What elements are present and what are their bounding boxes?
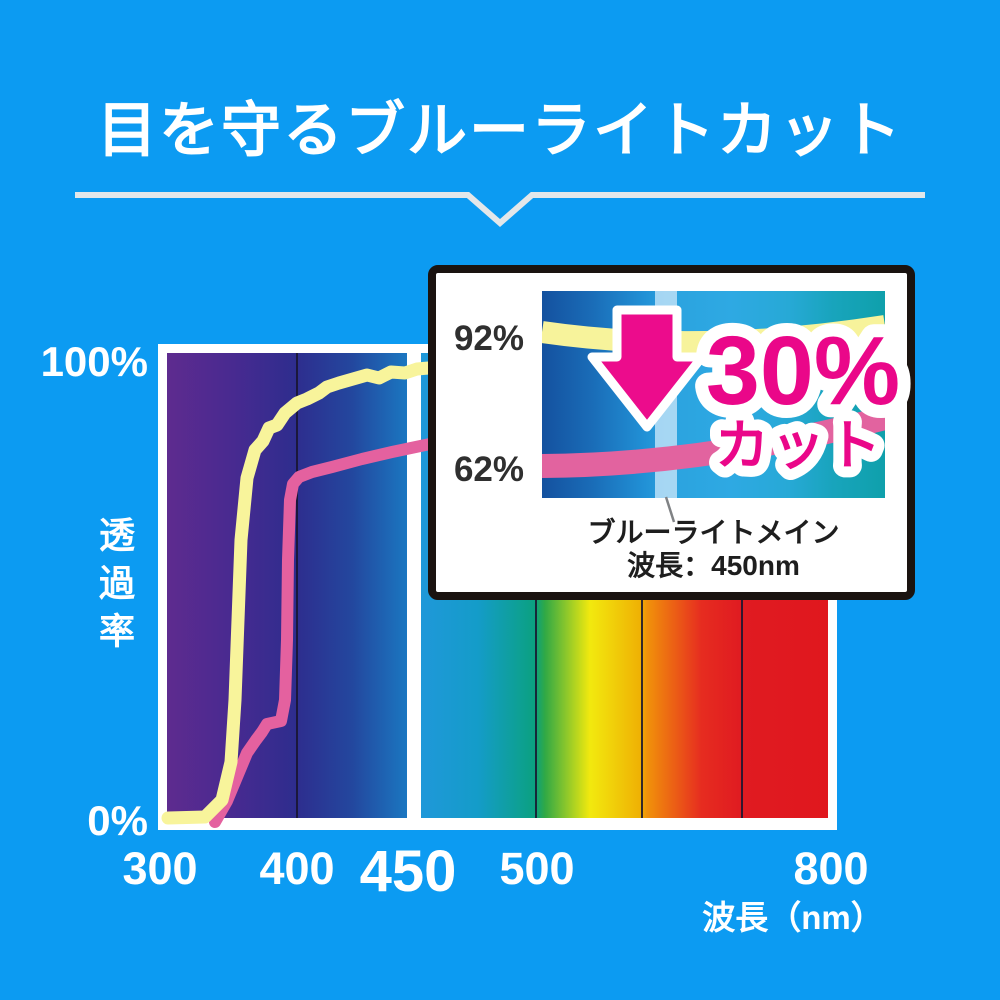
zoom-callout-box: 92% 62% 30% カット ブルーライトメイン 波長：450nm [428, 265, 915, 600]
curve-blue-light-cut [209, 430, 834, 828]
transmittance-curves [161, 358, 835, 828]
x-axis-title: 波長（nm） [702, 899, 884, 936]
note-pointer-line [664, 496, 676, 523]
callout-graphics: 30% カット [542, 303, 913, 523]
mini-curve-clear [542, 315, 885, 354]
cut-percent-text: 30% [706, 316, 900, 425]
y-axis-label-100: 100% [40, 338, 148, 385]
callout-note-line1: ブルーライトメイン [587, 517, 840, 548]
y-axis-label-0: 0% [87, 797, 148, 844]
divider-polyline [75, 192, 925, 227]
spectrum-seam-400nm [296, 353, 298, 818]
cut-word-text: カット [715, 416, 883, 476]
curve-clear [161, 358, 835, 825]
x-tick-300: 300 [122, 843, 198, 894]
y-axis-title: 透過率 [94, 516, 135, 660]
x-tick-800: 800 [793, 843, 869, 894]
x-tick-400: 400 [259, 843, 335, 894]
x-tick-450: 450 [359, 839, 457, 904]
clear-transmittance-label: 92% [453, 319, 524, 358]
page-title: 目を守るブルーライトカット [97, 97, 903, 164]
cut-transmittance-label: 62% [453, 450, 524, 489]
down-arrow-icon [587, 305, 707, 432]
mini-curve-cut [542, 406, 885, 478]
callout-note-line2: 波長：450nm [627, 550, 800, 581]
450nm-marker-stripe [407, 353, 421, 818]
callout-note: ブルーライトメイン 波長：450nm [542, 516, 885, 582]
x-tick-500: 500 [499, 843, 575, 894]
